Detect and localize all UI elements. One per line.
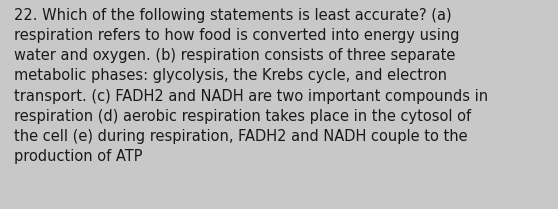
- Text: 22. Which of the following statements is least accurate? (a)
respiration refers : 22. Which of the following statements is…: [14, 8, 488, 164]
